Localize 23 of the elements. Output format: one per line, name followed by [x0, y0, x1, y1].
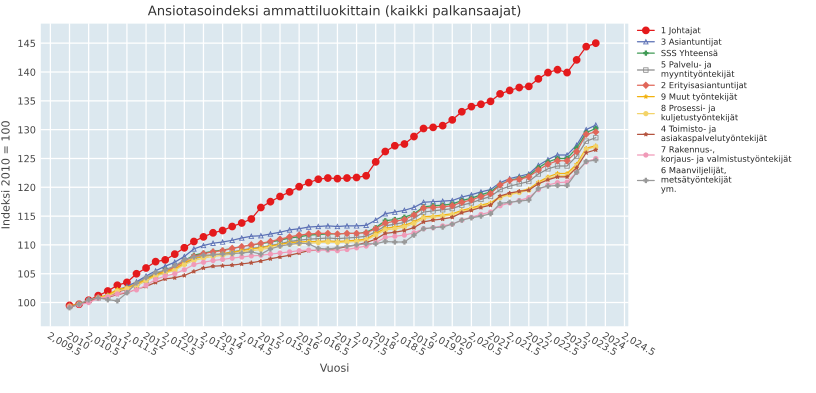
legend-label: 4 Toimisto- ja asiakaspalvelutyöntekijät	[661, 125, 767, 143]
x-axis-title: Vuosi	[320, 363, 348, 372]
y-tick-label: 100	[18, 299, 36, 306]
legend-label: 2 Erityisasiantuntijat	[661, 82, 747, 90]
y-tick-label: 120	[18, 184, 36, 192]
y-tick-label: 115	[18, 212, 36, 220]
legend-label: 6 Maanviljelijät, metsätyöntekijät ym.	[661, 166, 732, 194]
chart-title: Ansiotasoindeksi ammattiluokittain (kaikki palkansaajat)	[148, 5, 520, 18]
legend-label: 5 Palvelu- ja myyntityöntekijät	[662, 61, 734, 79]
y-tick-label: 140	[18, 68, 36, 76]
y-axis-title: Indeksi 2010 = 100	[1, 121, 10, 228]
legend-label: 3 Asiantuntijat	[661, 38, 722, 46]
y-tick-label: 110	[18, 241, 36, 249]
legend-label: 1 Johtajat	[662, 26, 701, 35]
legend-label: 9 Muut työntekijät	[661, 93, 738, 102]
legend-label: 7 Rakennus-, korjaus- ja valmistustyöntekijät	[662, 146, 792, 164]
y-tick-label: 105	[18, 270, 36, 278]
y-tick-label: 125	[18, 154, 36, 162]
y-tick-label: 135	[18, 97, 36, 105]
y-tick-label: 145	[18, 40, 36, 48]
legend-label: SSS Yhteensä	[661, 50, 718, 56]
legend-label: 8 Prosessi- ja kuljetustyöntekijät	[661, 104, 738, 122]
y-tick-label: 130	[18, 126, 36, 134]
